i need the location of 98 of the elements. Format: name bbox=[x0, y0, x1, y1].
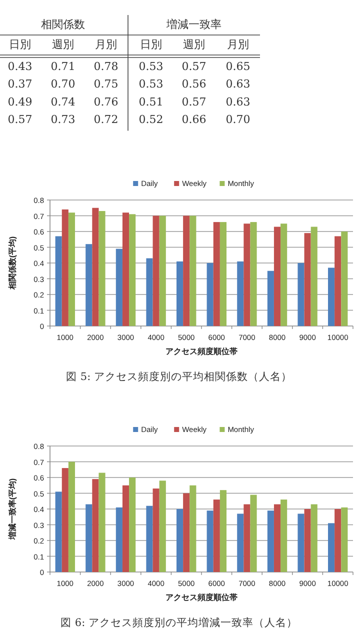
text: 0.43 bbox=[8, 60, 32, 73]
bar bbox=[213, 222, 220, 326]
text: 0.57 bbox=[182, 60, 206, 73]
bar bbox=[267, 510, 274, 572]
bar bbox=[62, 209, 68, 326]
caption: 図 5: アクセス頻度別の平均相関係数（人名） bbox=[66, 370, 292, 383]
bar bbox=[220, 490, 226, 572]
bar bbox=[328, 523, 335, 572]
bar bbox=[190, 485, 196, 572]
text: 0.72 bbox=[94, 113, 118, 126]
bar bbox=[146, 506, 153, 572]
text: 0.52 bbox=[138, 113, 164, 126]
bar bbox=[250, 222, 257, 326]
text: 0.49 bbox=[8, 95, 32, 108]
bar bbox=[280, 500, 288, 572]
text: 0.56 bbox=[182, 78, 206, 91]
bar bbox=[62, 468, 68, 572]
bar bbox=[116, 248, 122, 326]
caption: 図 6: アクセス頻度別の平均増減一致率（人名） bbox=[60, 616, 298, 629]
text: 0.37 bbox=[8, 78, 32, 91]
bar bbox=[328, 268, 335, 326]
text: 0.57 bbox=[8, 113, 32, 126]
text: 月別 bbox=[95, 38, 117, 51]
bar bbox=[304, 509, 311, 572]
bar bbox=[237, 514, 244, 572]
bar bbox=[86, 244, 92, 326]
text: 0.63 bbox=[226, 78, 250, 91]
bar bbox=[122, 485, 130, 572]
bar bbox=[237, 261, 244, 326]
text: 増減一致率 bbox=[166, 18, 222, 31]
x-axis-title: アクセス頻度順位帯 bbox=[166, 346, 238, 356]
bar bbox=[334, 236, 342, 326]
bar bbox=[267, 270, 274, 326]
text: 0.71 bbox=[50, 60, 76, 73]
text: 0.70 bbox=[226, 113, 250, 126]
bar bbox=[183, 493, 190, 572]
bar bbox=[310, 226, 318, 326]
bar bbox=[146, 258, 153, 326]
bar bbox=[68, 462, 75, 572]
bar bbox=[310, 504, 318, 572]
bar bbox=[122, 212, 130, 326]
bar bbox=[274, 226, 281, 326]
text: 相関係数 bbox=[41, 18, 85, 31]
bar bbox=[116, 507, 122, 572]
text: 0.57 bbox=[182, 95, 206, 108]
bar bbox=[129, 478, 136, 572]
bar bbox=[190, 216, 196, 326]
bar bbox=[98, 211, 106, 326]
bar bbox=[206, 263, 214, 326]
bar bbox=[304, 233, 311, 326]
bar bbox=[298, 514, 304, 572]
text: 0.63 bbox=[226, 95, 250, 108]
text: 0.53 bbox=[138, 78, 164, 91]
bar bbox=[280, 224, 288, 326]
text: 0.75 bbox=[94, 78, 118, 91]
y-axis-title: 増減一致率(平均) bbox=[7, 478, 17, 541]
bar bbox=[213, 500, 220, 572]
bar bbox=[68, 212, 75, 326]
bar bbox=[152, 488, 160, 572]
text: 0.65 bbox=[226, 60, 250, 73]
bar bbox=[55, 236, 62, 326]
bar bbox=[159, 480, 166, 572]
text: 0.51 bbox=[138, 95, 164, 108]
text: 0.78 bbox=[94, 60, 118, 73]
y-axis-title: 相関係数(平均) bbox=[8, 236, 17, 291]
bar bbox=[250, 494, 257, 572]
text: 0.70 bbox=[50, 78, 76, 91]
bar bbox=[176, 261, 184, 326]
text: 0.74 bbox=[50, 95, 76, 108]
text: 0.66 bbox=[182, 113, 206, 126]
bar bbox=[86, 504, 92, 572]
text: 日別 bbox=[9, 38, 31, 51]
bar bbox=[183, 216, 190, 326]
bar bbox=[220, 222, 226, 326]
bar bbox=[341, 507, 348, 572]
bar bbox=[176, 509, 184, 572]
text: 0.76 bbox=[94, 95, 118, 108]
bar bbox=[341, 232, 348, 326]
bar bbox=[92, 479, 99, 572]
text: 月別 bbox=[227, 38, 249, 51]
bar bbox=[129, 214, 136, 326]
bar bbox=[244, 224, 250, 326]
text: 0.53 bbox=[138, 60, 164, 73]
text: 週別 bbox=[183, 38, 205, 51]
bar bbox=[244, 504, 250, 572]
bar bbox=[206, 510, 214, 572]
bar bbox=[298, 263, 304, 326]
bar bbox=[274, 504, 281, 572]
bar bbox=[55, 492, 62, 572]
bar bbox=[152, 216, 160, 326]
bar bbox=[98, 472, 106, 572]
x-axis-title: アクセス頻度順位帯 bbox=[166, 592, 238, 602]
bar bbox=[92, 208, 99, 326]
text: 週別 bbox=[52, 38, 74, 51]
text: 0.73 bbox=[50, 113, 76, 126]
bar bbox=[159, 216, 166, 326]
bar bbox=[334, 509, 342, 572]
text: 日別 bbox=[140, 38, 162, 51]
